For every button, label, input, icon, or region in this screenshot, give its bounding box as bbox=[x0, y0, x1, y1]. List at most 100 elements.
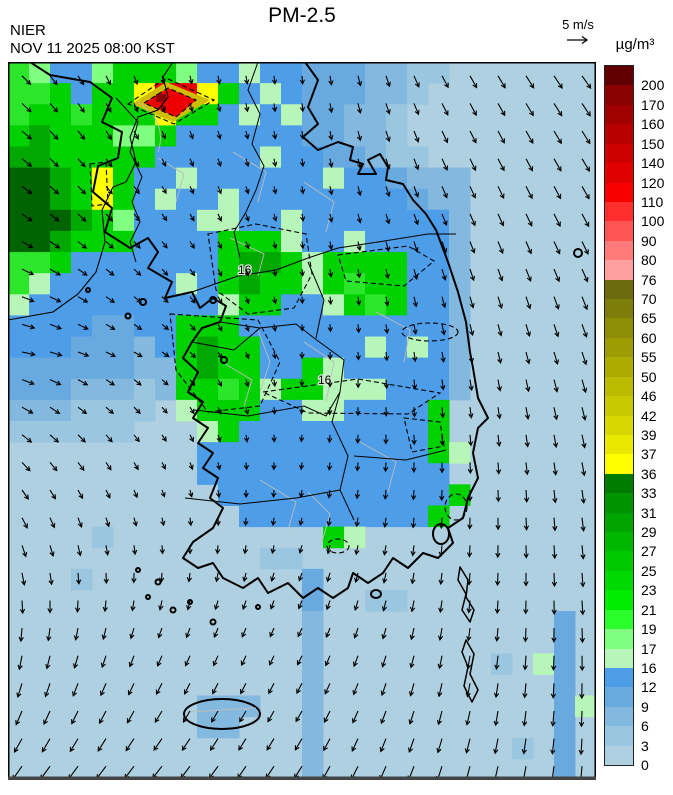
wind-arrow-icon bbox=[493, 738, 499, 755]
pm-cell bbox=[449, 230, 471, 253]
wind-arrow-icon bbox=[441, 296, 447, 309]
wind-arrow-icon bbox=[242, 572, 248, 583]
wind-arrow-icon bbox=[469, 103, 477, 117]
colorbar-segment bbox=[605, 415, 633, 436]
pm-cell bbox=[344, 209, 366, 232]
pm-cell bbox=[323, 167, 345, 190]
pm-cell bbox=[386, 252, 408, 274]
wind-arrow-icon bbox=[523, 517, 529, 531]
pm-cell bbox=[260, 252, 282, 274]
wind-arrow-icon bbox=[384, 324, 390, 335]
wind-arrow-icon bbox=[133, 158, 140, 168]
colorbar-segment bbox=[605, 745, 633, 766]
pm-cell bbox=[281, 399, 303, 422]
colorbar-tick-label: 42 bbox=[641, 407, 657, 424]
pm-cell bbox=[113, 209, 135, 232]
wind-arrow-icon bbox=[354, 489, 361, 500]
wind-arrow-icon bbox=[328, 158, 334, 169]
wind-arrow-icon bbox=[356, 130, 363, 142]
pm-cell bbox=[197, 442, 219, 464]
pm-cell bbox=[323, 188, 345, 211]
wind-arrow-icon bbox=[213, 600, 220, 611]
pm-cell bbox=[281, 273, 303, 295]
wind-arrow-icon bbox=[105, 406, 114, 415]
wind-arrow-icon bbox=[132, 545, 138, 556]
wind-arrow-icon bbox=[468, 407, 474, 419]
wind-arrow-icon bbox=[244, 324, 250, 332]
pm-cell bbox=[239, 336, 261, 359]
colorbar-segment bbox=[605, 357, 633, 378]
pm-cell bbox=[260, 83, 282, 105]
wind-arrow-icon bbox=[581, 241, 589, 255]
colorbar-tick-label: 90 bbox=[641, 232, 657, 249]
pm-cell bbox=[134, 336, 156, 359]
colorbar-tick-label: 120 bbox=[641, 174, 665, 191]
pm-cell bbox=[428, 188, 450, 211]
wind-arrow-icon bbox=[21, 75, 32, 86]
pm-cell bbox=[386, 463, 408, 485]
wind-arrow-icon bbox=[411, 379, 418, 390]
wind-arrow-icon bbox=[469, 268, 476, 282]
wind-arrow-icon bbox=[525, 186, 533, 200]
wind-arrow-icon bbox=[354, 517, 360, 528]
pm-cell bbox=[281, 209, 303, 232]
pm-cell bbox=[323, 294, 345, 316]
wind-arrow-icon bbox=[21, 323, 36, 330]
wind-arrow-icon bbox=[413, 158, 420, 171]
wind-arrow-icon bbox=[49, 462, 58, 472]
wind-arrow-icon bbox=[214, 572, 220, 583]
unit-label: µg/m³ bbox=[615, 36, 655, 53]
wind-arrow-icon bbox=[186, 600, 192, 611]
pm-cell bbox=[260, 463, 282, 485]
pm-cell bbox=[176, 252, 198, 274]
wind-arrow-icon bbox=[440, 379, 446, 391]
pm-cell bbox=[71, 104, 93, 126]
pm-cell bbox=[302, 273, 324, 295]
colorbar-tick-label: 21 bbox=[641, 601, 657, 618]
wind-arrow-icon bbox=[133, 406, 141, 414]
wind-arrow-icon bbox=[188, 75, 194, 85]
wind-arrow-icon bbox=[21, 406, 34, 414]
wind-arrow-icon bbox=[578, 738, 584, 756]
pm-cell bbox=[344, 463, 366, 485]
wind-arrow-icon bbox=[469, 241, 476, 254]
colorbar-segment bbox=[605, 201, 633, 222]
colorbar-tick-label: 29 bbox=[641, 524, 657, 540]
pm-cell bbox=[260, 547, 282, 570]
wind-arrow-icon bbox=[271, 462, 277, 471]
pm-cell bbox=[302, 378, 324, 401]
wind-arrow-icon bbox=[182, 710, 191, 723]
wind-arrow-icon bbox=[410, 572, 416, 585]
wind-arrow-icon bbox=[328, 75, 334, 86]
pm-cell bbox=[29, 104, 51, 126]
pm-cell bbox=[323, 463, 345, 485]
wind-arrow-icon bbox=[551, 655, 557, 671]
wind-arrow-icon bbox=[21, 296, 35, 303]
colorbar-tick-label: 110 bbox=[641, 193, 664, 210]
wind-arrow-icon bbox=[381, 627, 387, 640]
pm-concentration-cells bbox=[8, 62, 596, 780]
wind-reference-arrow-icon bbox=[567, 36, 589, 44]
colorbar-tick-label: 170 bbox=[641, 96, 665, 113]
pm-cell bbox=[29, 167, 51, 190]
colorbar-segment bbox=[605, 279, 633, 300]
wind-arrow-icon bbox=[105, 434, 113, 443]
pm-cell bbox=[428, 378, 450, 401]
pm-cell bbox=[71, 252, 93, 274]
pm-cell bbox=[155, 252, 177, 274]
wind-arrow-icon bbox=[412, 296, 418, 308]
pm-cell bbox=[281, 188, 303, 211]
pm-cell bbox=[386, 421, 408, 443]
wind-arrow-icon bbox=[497, 186, 505, 200]
pm-cell bbox=[365, 188, 387, 211]
pm-cell bbox=[50, 294, 72, 316]
wind-arrow-icon bbox=[413, 103, 420, 116]
wind-arrow-icon bbox=[466, 572, 472, 586]
pm-cell bbox=[92, 273, 114, 295]
wind-arrow-icon bbox=[161, 158, 167, 167]
colorbar-segment bbox=[605, 629, 633, 649]
wind-arrow-icon bbox=[133, 462, 139, 471]
pm-cell bbox=[218, 209, 240, 232]
wind-arrow-icon bbox=[105, 75, 112, 86]
wind-arrow-icon bbox=[385, 75, 391, 88]
